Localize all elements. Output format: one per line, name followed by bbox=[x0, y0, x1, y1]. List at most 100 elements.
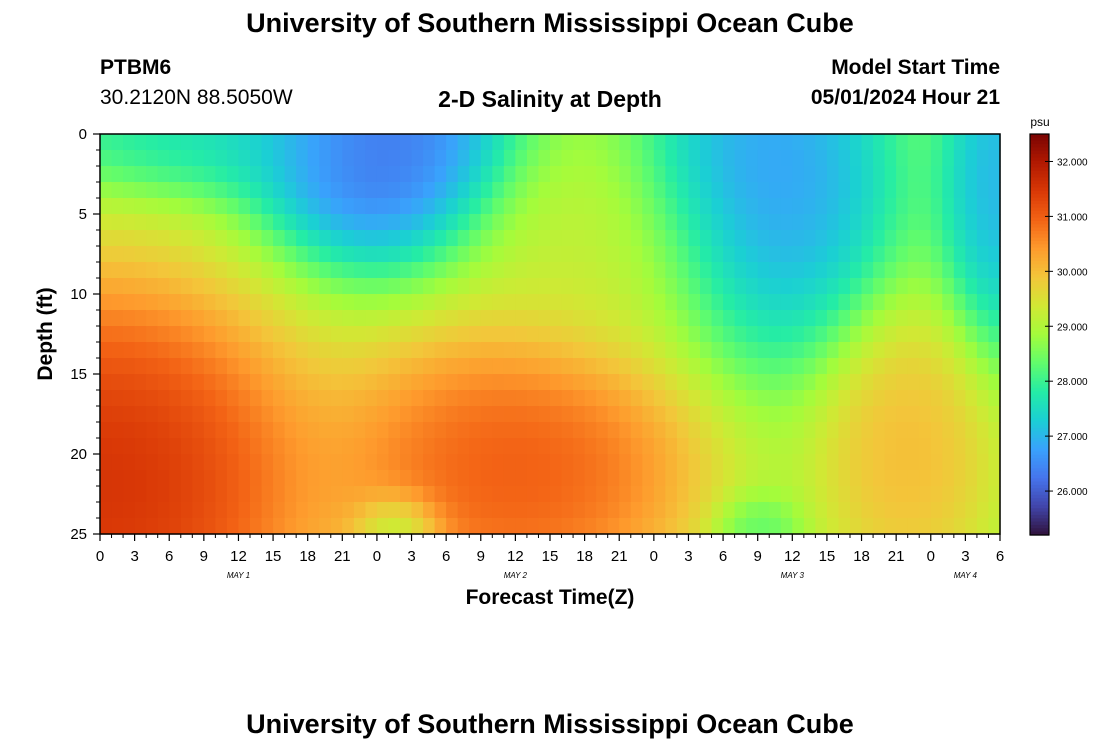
heatmap-cell bbox=[619, 150, 632, 167]
heatmap-cell bbox=[942, 342, 955, 359]
heatmap-cell bbox=[123, 150, 136, 167]
heatmap-cell bbox=[561, 438, 574, 455]
heatmap-cell bbox=[734, 246, 747, 263]
heatmap-cell bbox=[665, 214, 678, 231]
heatmap-cell bbox=[850, 406, 863, 423]
heatmap-cell bbox=[215, 406, 228, 423]
heatmap-cell bbox=[434, 438, 447, 455]
heatmap-cell bbox=[192, 246, 205, 263]
heatmap-cell bbox=[457, 182, 470, 199]
heatmap-cell bbox=[826, 518, 840, 535]
heatmap-cell bbox=[134, 502, 147, 519]
heatmap-cell bbox=[480, 166, 493, 183]
heatmap-cell bbox=[700, 182, 713, 199]
heatmap-cell bbox=[942, 358, 955, 375]
heatmap-cell bbox=[134, 166, 147, 183]
heatmap-cell bbox=[296, 150, 309, 167]
heatmap-cell bbox=[146, 326, 159, 343]
heatmap-cell bbox=[780, 438, 793, 455]
heatmap-cell bbox=[619, 310, 632, 327]
heatmap-cell bbox=[134, 150, 147, 167]
heatmap-cell bbox=[676, 246, 690, 263]
heatmap-cell bbox=[861, 166, 874, 183]
x-tick-label: 21 bbox=[334, 548, 351, 565]
heatmap-cell bbox=[930, 502, 943, 519]
heatmap-cell bbox=[965, 198, 978, 215]
heatmap-cell bbox=[111, 262, 124, 279]
heatmap-cell bbox=[907, 486, 920, 503]
heatmap-cell bbox=[792, 310, 805, 327]
heatmap-cell bbox=[965, 518, 978, 535]
heatmap-cell bbox=[376, 438, 390, 455]
heatmap-cell bbox=[976, 150, 990, 167]
heatmap-cell bbox=[469, 278, 482, 295]
y-tick-label: 15 bbox=[70, 366, 87, 383]
heatmap-cell bbox=[757, 214, 770, 231]
heatmap-cell bbox=[261, 134, 274, 151]
heatmap-cell bbox=[319, 438, 332, 455]
heatmap-cell bbox=[942, 406, 955, 423]
heatmap-cell bbox=[492, 230, 505, 247]
heatmap-cell bbox=[526, 518, 540, 535]
heatmap-cell bbox=[307, 150, 320, 167]
colorbar-segment bbox=[1030, 404, 1049, 409]
heatmap-cell bbox=[700, 278, 713, 295]
heatmap-cell bbox=[423, 326, 436, 343]
heatmap-cell bbox=[203, 198, 216, 215]
heatmap-cell bbox=[861, 374, 874, 391]
heatmap-cell bbox=[780, 166, 793, 183]
heatmap-cell bbox=[907, 422, 920, 439]
heatmap-cell bbox=[238, 326, 251, 343]
heatmap-cell bbox=[757, 390, 770, 407]
x-axis-ticks: 0 3 6 9 12 15 18 21 0 3 6 9 12 15 18 21 0 3 6 9 12 15 18 21 0 3 6 bbox=[96, 534, 1004, 565]
heatmap-cell bbox=[180, 470, 193, 487]
heatmap-cell bbox=[965, 502, 978, 519]
heatmap-cell bbox=[642, 230, 655, 247]
heatmap-cell bbox=[769, 182, 782, 199]
y-tick-label: 20 bbox=[70, 446, 87, 463]
heatmap-cell bbox=[976, 470, 990, 487]
heatmap-cell bbox=[942, 438, 955, 455]
heatmap-cell bbox=[169, 198, 182, 215]
day-labels: MAY 1 MAY 2 MAY 3 MAY 4 bbox=[227, 571, 978, 580]
heatmap-cell bbox=[642, 470, 655, 487]
heatmap-cell bbox=[226, 294, 240, 311]
heatmap-cell bbox=[434, 310, 447, 327]
heatmap-cell bbox=[100, 230, 113, 247]
heatmap-cell bbox=[584, 422, 597, 439]
heatmap-cell bbox=[134, 438, 147, 455]
heatmap-cell bbox=[330, 422, 343, 439]
colorbar-segment bbox=[1030, 414, 1049, 419]
heatmap-cell bbox=[376, 342, 390, 359]
colorbar-segment bbox=[1030, 260, 1049, 265]
heatmap-cell bbox=[734, 406, 747, 423]
heatmap-cell bbox=[953, 342, 966, 359]
heatmap-cell bbox=[976, 486, 990, 503]
heatmap-cell bbox=[376, 310, 390, 327]
heatmap-cell bbox=[319, 294, 332, 311]
heatmap-cell bbox=[503, 358, 516, 375]
heatmap-cell bbox=[538, 294, 551, 311]
heatmap-cell bbox=[619, 182, 632, 199]
heatmap-cell bbox=[561, 278, 574, 295]
heatmap-cell bbox=[561, 246, 574, 263]
heatmap-cell bbox=[146, 150, 159, 167]
heatmap-cell bbox=[307, 294, 320, 311]
heatmap-cell bbox=[457, 230, 470, 247]
heatmap-cell bbox=[873, 358, 886, 375]
heatmap-cell bbox=[838, 518, 851, 535]
colorbar-segment bbox=[1030, 334, 1049, 339]
heatmap-cell bbox=[573, 518, 586, 535]
heatmap-cell bbox=[296, 230, 309, 247]
x-tick-label: 3 bbox=[130, 548, 138, 565]
heatmap-cell bbox=[157, 374, 170, 391]
heatmap-cell bbox=[503, 310, 516, 327]
heatmap-cell bbox=[215, 294, 228, 311]
heatmap-cell bbox=[100, 134, 113, 151]
heatmap-cell bbox=[607, 294, 620, 311]
heatmap-cell bbox=[976, 310, 990, 327]
heatmap-cell bbox=[515, 454, 528, 471]
heatmap-cell bbox=[100, 166, 113, 183]
heatmap-cell bbox=[423, 518, 436, 535]
heatmap-cell bbox=[884, 166, 897, 183]
